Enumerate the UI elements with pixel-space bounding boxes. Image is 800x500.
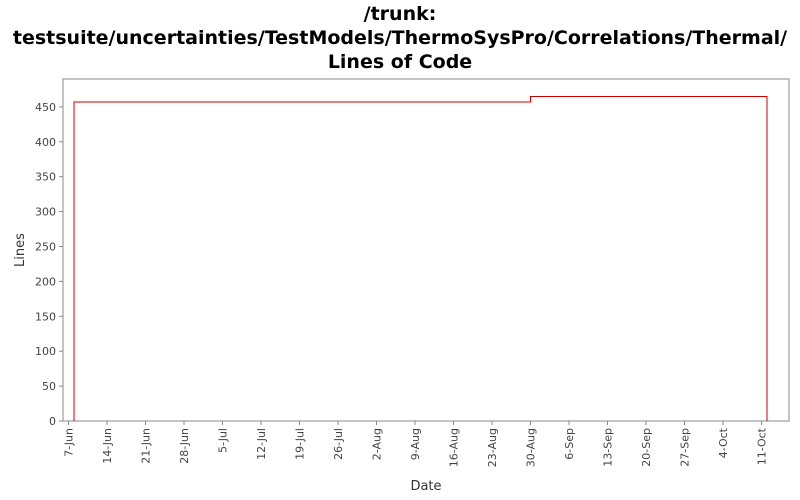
x-tick-label: 27-Sep: [679, 428, 692, 467]
x-tick-label: 6-Sep: [563, 428, 576, 460]
y-tick-label: 400: [35, 136, 56, 149]
y-tick-label: 450: [35, 101, 56, 114]
x-tick-label: 23-Aug: [486, 428, 499, 467]
x-tick-label: 13-Sep: [602, 428, 615, 467]
step-line: [73, 95, 768, 421]
y-tick-label: 100: [35, 345, 56, 358]
x-tick-label: 19-Jul: [294, 428, 307, 460]
x-tick-label: 28-Jun: [178, 428, 191, 464]
x-axis-label: Date: [410, 479, 441, 494]
chart-title: /trunk: testsuite/uncertainties/TestMode…: [12, 3, 788, 73]
x-tick-label: 5-Jul: [217, 428, 230, 453]
x-tick-label: 11-Oct: [756, 427, 769, 465]
y-tick-label: 350: [35, 171, 56, 184]
x-tick-label: 7-Jun: [63, 428, 76, 457]
x-tick-label: 26-Jul: [332, 428, 345, 460]
x-tick-label: 12-Jul: [255, 428, 268, 460]
x-tick-label: 9-Aug: [409, 428, 422, 460]
y-tick-label: 0: [49, 415, 56, 428]
x-tick-label: 4-Oct: [717, 427, 730, 458]
x-tick-label: 30-Aug: [525, 428, 538, 467]
x-tick-label: 20-Sep: [640, 428, 653, 467]
x-tick-label: 14-Jun: [101, 428, 114, 464]
x-tick-label: 21-Jun: [140, 428, 153, 464]
x-tick-label: 2-Aug: [371, 428, 384, 460]
y-tick-label: 150: [35, 310, 56, 323]
y-tick-label: 200: [35, 275, 56, 288]
x-tick-label: 16-Aug: [448, 428, 461, 467]
y-tick-label: 50: [42, 380, 56, 393]
plot-area: [62, 78, 790, 422]
y-tick-label: 250: [35, 241, 56, 254]
y-axis-label: Lines: [13, 233, 28, 267]
y-tick-label: 300: [35, 206, 56, 219]
